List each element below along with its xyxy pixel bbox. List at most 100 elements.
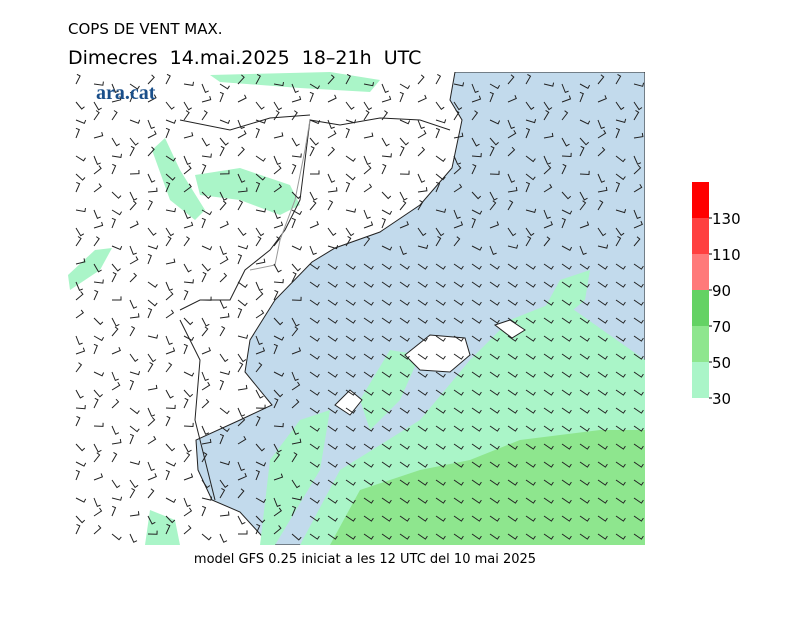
- wind-barb: [381, 497, 392, 504]
- wind-barb: [255, 362, 263, 373]
- wind-barb: [165, 389, 174, 399]
- wind-barb: [129, 91, 134, 103]
- wind-barb: [201, 505, 207, 517]
- gust-zone-30-50: [68, 248, 112, 290]
- wind-barb: [309, 533, 320, 540]
- wind-barb: [345, 461, 356, 468]
- wind-barb: [633, 109, 640, 121]
- wind-barb: [435, 353, 446, 360]
- wind-barb: [219, 407, 230, 415]
- wind-barb: [633, 281, 644, 288]
- wind-barb: [129, 299, 138, 309]
- wind-barb: [93, 371, 105, 377]
- wind-barb: [399, 479, 410, 486]
- wind-barb: [147, 146, 155, 157]
- wind-barb: [579, 170, 590, 176]
- wind-barb: [93, 221, 104, 229]
- wind-barb: [183, 422, 194, 428]
- wind-barb: [111, 137, 120, 147]
- wind-barb: [309, 299, 320, 306]
- wind-barb: [273, 183, 283, 193]
- wind-barb: [381, 245, 393, 251]
- wind-barb: [291, 110, 298, 121]
- wind-barb: [291, 95, 302, 103]
- wind-barb: [597, 129, 607, 139]
- wind-barb: [345, 443, 356, 450]
- wind-barb: [345, 181, 351, 193]
- wind-barb: [597, 371, 608, 378]
- wind-barb: [615, 281, 626, 288]
- wind-barb: [453, 164, 462, 175]
- wind-barb: [453, 353, 464, 360]
- wind-barb: [507, 199, 514, 211]
- wind-barb: [381, 461, 392, 468]
- wind-barb: [255, 309, 265, 319]
- wind-barb: [633, 389, 644, 396]
- wind-barb: [435, 425, 446, 432]
- wind-barb: [129, 425, 140, 433]
- wind-barb: [273, 452, 281, 463]
- wind-barb: [381, 407, 392, 414]
- wind-barb: [597, 461, 608, 468]
- wind-barb: [309, 263, 320, 270]
- wind-barb: [543, 236, 551, 247]
- wind-barb: [561, 191, 572, 200]
- wind-barb: [291, 137, 300, 147]
- wind-barb: [219, 200, 227, 211]
- wind-barb: [471, 335, 482, 342]
- wind-barb: [327, 263, 338, 270]
- wind-barb: [399, 281, 410, 288]
- wind-barb: [201, 95, 212, 103]
- wind-barb: [507, 317, 518, 324]
- wind-barb: [273, 497, 281, 508]
- wind-barb: [147, 187, 158, 193]
- wind-barb: [111, 326, 119, 337]
- wind-barb: [255, 415, 261, 427]
- wind-barb: [597, 119, 605, 130]
- wind-barb: [579, 137, 590, 146]
- wind-barb: [93, 389, 103, 398]
- wind-barb: [435, 479, 446, 486]
- wind-barb: [147, 119, 155, 130]
- wind-barb: [615, 317, 626, 324]
- wind-barb: [471, 163, 477, 175]
- wind-barb: [327, 130, 337, 139]
- wind-barb: [93, 507, 103, 517]
- wind-barb: [507, 389, 518, 396]
- wind-barb: [507, 281, 518, 288]
- wind-barb: [633, 461, 644, 468]
- colorbar-label: 70: [712, 318, 731, 336]
- wind-barb: [417, 263, 428, 270]
- wind-barb: [147, 334, 159, 339]
- wind-barb: [165, 181, 171, 193]
- wind-barb: [327, 199, 334, 211]
- wind-barb: [345, 263, 356, 270]
- wind-barb: [165, 227, 175, 237]
- wind-barb: [543, 299, 554, 306]
- wind-barb: [543, 183, 553, 193]
- wind-barb: [111, 245, 123, 251]
- wind-barb: [129, 245, 137, 256]
- map-subtitle: Dimecres 14.mai.2025 18–21h UTC: [68, 47, 421, 69]
- wind-barb: [183, 183, 192, 193]
- wind-barb: [237, 74, 245, 85]
- wind-barb: [129, 511, 140, 517]
- wind-barb: [309, 145, 315, 157]
- wind-barb: [633, 443, 644, 450]
- wind-barb: [633, 82, 645, 87]
- wind-barb: [399, 515, 410, 522]
- wind-barb: [345, 155, 356, 162]
- wind-barb: [633, 101, 643, 111]
- wind-barb: [309, 425, 320, 432]
- wind-barb: [597, 186, 608, 193]
- wind-barb: [381, 153, 392, 158]
- gust-zone-50-70: [330, 430, 645, 545]
- wind-barb: [507, 146, 516, 157]
- wind-barb: [507, 119, 515, 130]
- wind-barb: [381, 335, 392, 342]
- wind-barb: [183, 452, 191, 463]
- wind-barb: [561, 371, 572, 378]
- wind-barb: [345, 299, 356, 306]
- wind-barb: [219, 325, 226, 337]
- wind-barb: [363, 165, 372, 175]
